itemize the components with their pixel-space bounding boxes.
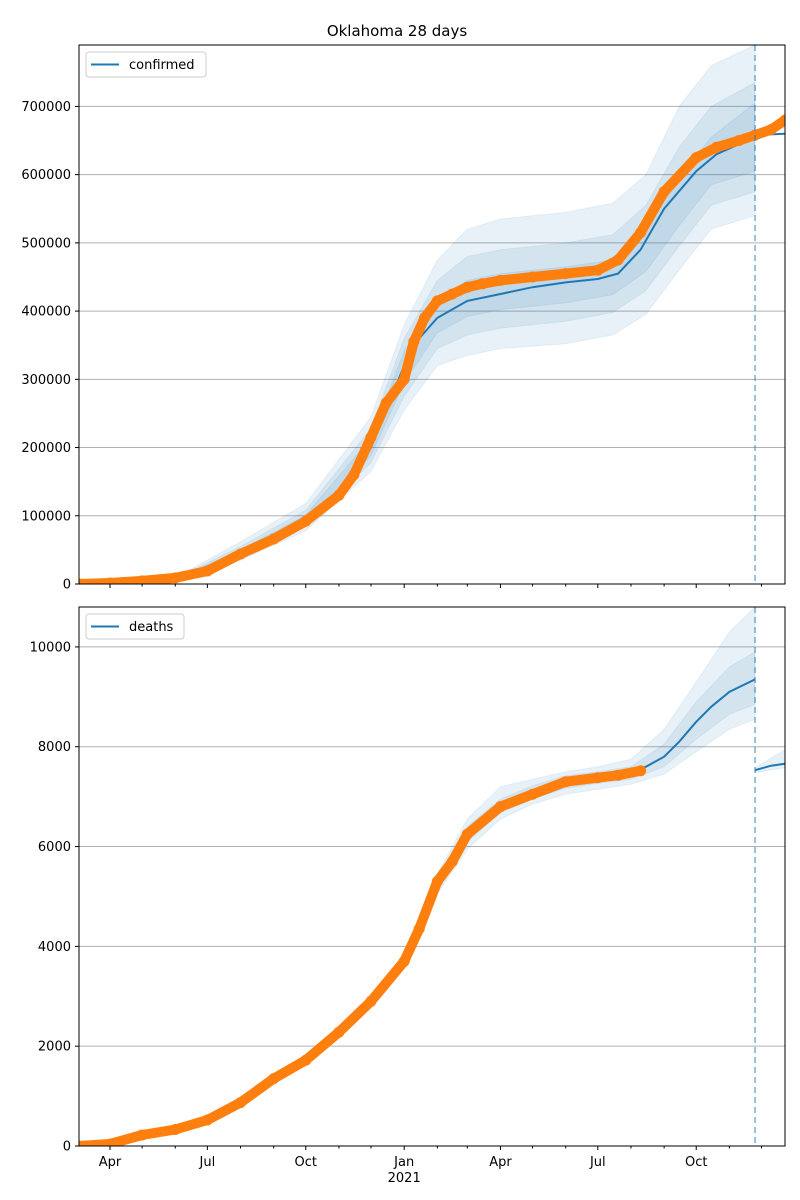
x-tick-label: Oct	[295, 1155, 317, 1170]
observed-point	[461, 281, 473, 293]
observed-point	[408, 336, 420, 348]
observed-point	[495, 801, 506, 813]
observed-point	[136, 1129, 148, 1141]
observed-point	[300, 1054, 312, 1066]
confirmed-panel: 0 100000 200000 300000 400000 500000 600000 700…	[21, 44, 786, 593]
observed-point	[413, 923, 425, 935]
observed-point	[136, 575, 148, 584]
observed-point	[419, 312, 430, 324]
observed-point	[235, 548, 246, 560]
observed-point	[169, 1124, 181, 1135]
observed-point	[476, 278, 488, 290]
x-tick-label: Apr	[99, 1155, 122, 1170]
y-tick-label: 0	[63, 1140, 71, 1155]
x-tick-label: Jan	[393, 1155, 414, 1170]
observed-point	[201, 1114, 213, 1126]
observed-point	[446, 288, 458, 300]
y-tick-label: 0	[63, 578, 71, 593]
x-year-label: 2021	[388, 1171, 421, 1186]
plot-area	[79, 45, 785, 584]
observed-point	[527, 271, 539, 283]
observed-point	[635, 227, 647, 239]
y-tick-label: 200000	[21, 441, 71, 456]
observed-point	[365, 995, 377, 1007]
uncertainty-band	[403, 607, 756, 967]
observed-point	[333, 1026, 345, 1038]
y-tick-label: 600000	[21, 168, 71, 183]
legend-box	[85, 51, 207, 78]
x-axis: Apr Jul Oct Jan Apr Jul Oct 2021	[99, 1155, 708, 1186]
observed-point	[79, 1140, 85, 1146]
y-tick-label: 10000	[30, 640, 71, 655]
observed-point	[592, 772, 604, 784]
observed-point	[779, 114, 785, 126]
observed-point	[268, 533, 280, 545]
observed-point	[398, 955, 410, 967]
deaths-panel: 0 2000 4000 6000 8000 10000 deaths	[30, 606, 786, 1155]
y-tick-label: 100000	[21, 509, 71, 524]
y-tick-label: 400000	[21, 305, 71, 320]
observed-point	[104, 577, 116, 584]
observed-point	[527, 788, 539, 800]
observed-point	[365, 431, 377, 443]
observed-point	[235, 1097, 246, 1109]
x-tick-label: Apr	[489, 1155, 512, 1170]
observed-point	[733, 135, 745, 146]
observed-point	[560, 268, 572, 280]
observed-point	[348, 469, 360, 481]
y-tick-label: 4000	[38, 940, 71, 955]
observed-trace	[79, 765, 646, 1146]
legend-label: confirmed	[129, 58, 195, 73]
y-tick-label: 6000	[38, 840, 71, 855]
observed-point	[104, 1138, 116, 1146]
observed-trace	[79, 115, 785, 584]
observed-point	[711, 141, 722, 153]
observed-point	[612, 769, 624, 781]
observed-point	[495, 274, 506, 286]
observed-point	[592, 264, 604, 276]
axes-frame	[78, 44, 786, 585]
observed-point	[268, 1073, 280, 1085]
x-tick-label: Oct	[685, 1155, 707, 1170]
legend: deaths	[85, 613, 185, 640]
plot-area	[79, 607, 785, 1146]
observed-point	[431, 876, 443, 887]
legend-box	[85, 613, 185, 640]
axes-frame	[78, 606, 786, 1147]
observed-point	[612, 254, 624, 266]
y-tick-label: 2000	[38, 1040, 71, 1055]
legend: confirmed	[85, 51, 207, 78]
observed-point	[333, 489, 345, 501]
y-tick-label: 8000	[38, 740, 71, 755]
observed-point	[446, 856, 458, 867]
observed-point	[201, 565, 213, 577]
model-line	[754, 762, 785, 772]
observed-point	[658, 186, 670, 198]
observed-point	[398, 373, 410, 385]
observed-point	[765, 124, 777, 136]
observed-point	[690, 152, 702, 164]
observed-point	[461, 828, 473, 840]
y-tick-label: 700000	[21, 100, 71, 115]
y-tick-label: 500000	[21, 236, 71, 251]
y-tick-label: 300000	[21, 373, 71, 388]
legend-label: deaths	[129, 620, 174, 635]
chart-title: Oklahoma 28 days	[327, 22, 468, 40]
observed-point	[169, 572, 181, 584]
x-tick-label: Jul	[199, 1155, 216, 1170]
observed-point	[431, 295, 443, 307]
observed-point	[300, 515, 312, 527]
observed-point	[560, 776, 572, 788]
observed-point	[380, 397, 392, 409]
observed-point	[79, 578, 85, 584]
uncertainty-band	[403, 651, 756, 965]
x-tick-label: Jul	[589, 1155, 606, 1170]
uncertainty-band	[174, 81, 756, 581]
observed-point	[635, 765, 647, 777]
